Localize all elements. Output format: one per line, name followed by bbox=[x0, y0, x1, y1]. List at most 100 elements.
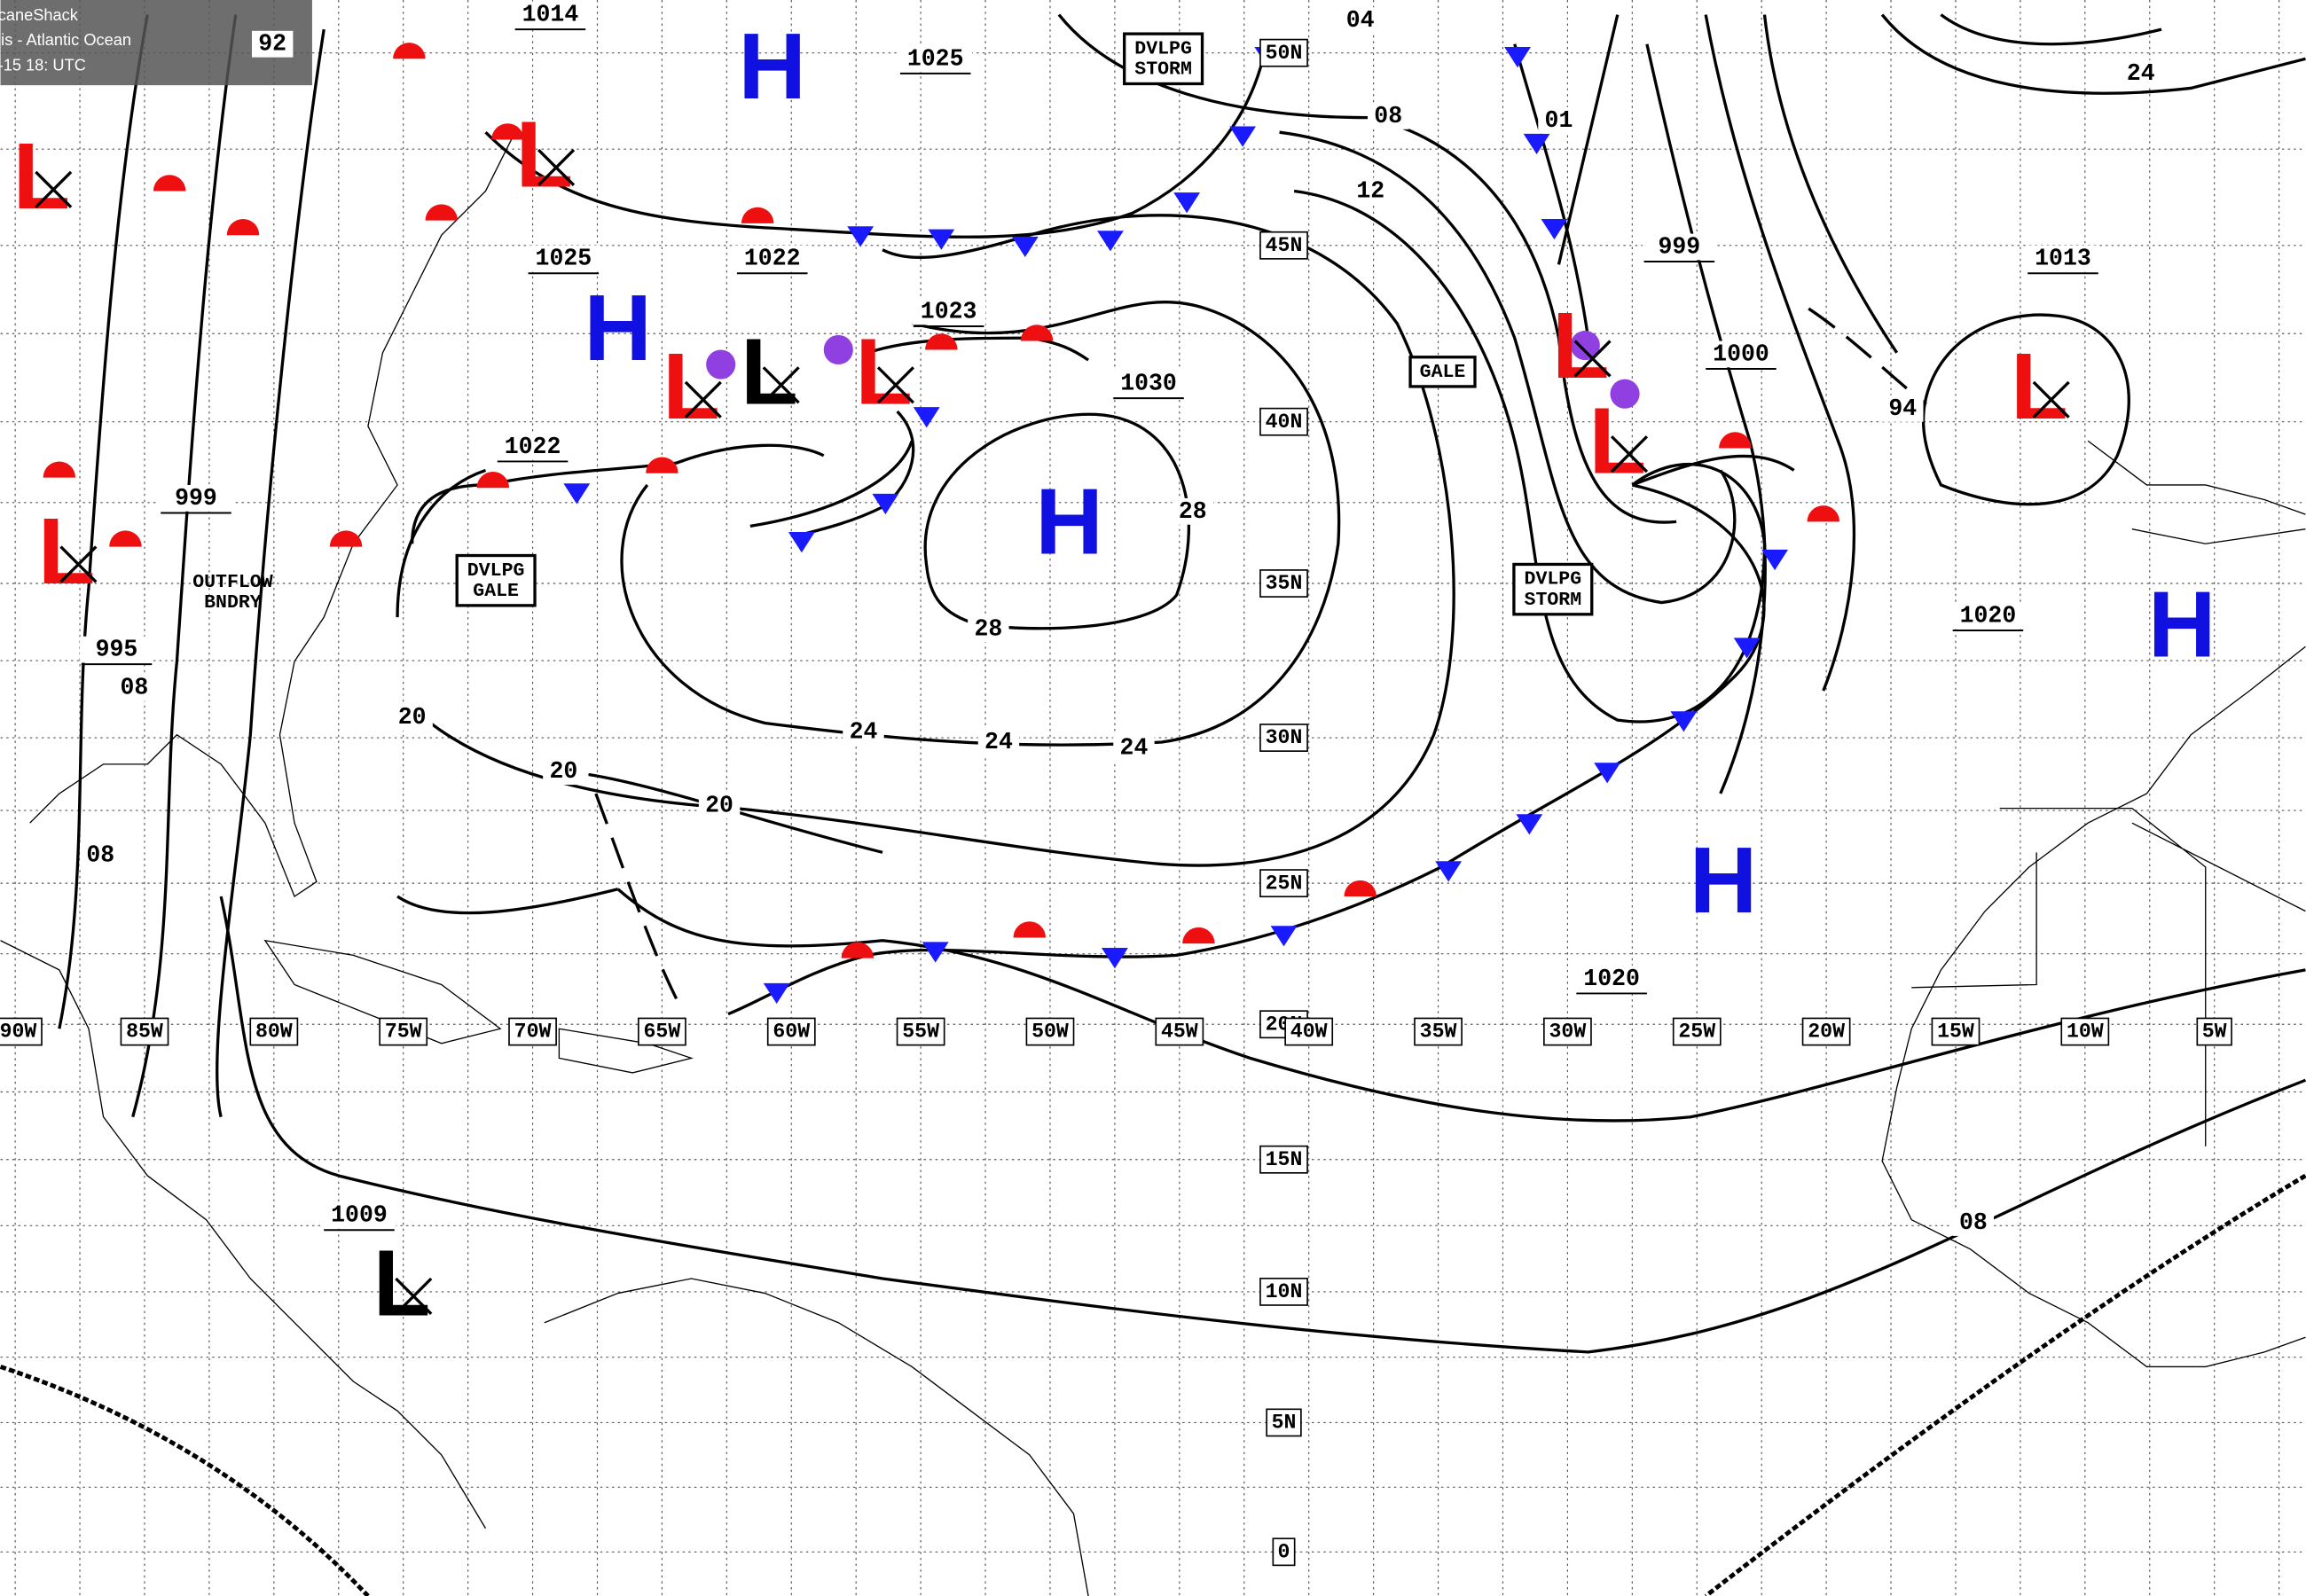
longitude-label: 15W bbox=[1937, 1021, 1974, 1044]
longitude-label: 25W bbox=[1678, 1021, 1715, 1044]
central-pressure: 1023 bbox=[921, 298, 977, 325]
central-pressure: 1000 bbox=[1713, 340, 1769, 367]
isobar-label: 28 bbox=[1179, 498, 1207, 525]
label-halo bbox=[1538, 106, 1580, 134]
cold-front-triangle bbox=[1435, 861, 1463, 882]
isobar bbox=[616, 888, 2306, 1123]
center-marker bbox=[1573, 340, 1612, 378]
label-halo bbox=[1111, 370, 1186, 397]
longitude-label: 45W bbox=[1161, 1021, 1198, 1044]
warm-front-semicircle bbox=[43, 461, 76, 478]
boxed-label-frame bbox=[455, 553, 537, 607]
occlusion-symbol bbox=[1570, 330, 1600, 361]
annotation: OUTFLOW bbox=[192, 572, 273, 593]
latitude-label: 15N bbox=[1266, 1148, 1303, 1171]
isobar-label: 20 bbox=[398, 704, 427, 731]
isobar-label: 24 bbox=[984, 729, 1013, 755]
cold-front-triangle bbox=[928, 229, 955, 250]
latitude-label: 30N bbox=[1266, 726, 1303, 749]
longitude-label-box bbox=[1284, 1017, 1334, 1046]
boxed-label: GALE bbox=[473, 581, 519, 602]
isobar-label: 20 bbox=[549, 758, 577, 785]
isobar-label: 24 bbox=[1120, 735, 1149, 762]
warm-front-semicircle bbox=[491, 123, 524, 140]
longitude-label-box bbox=[1414, 1017, 1463, 1046]
warm-front bbox=[1631, 454, 1795, 487]
latitude-label: 40N bbox=[1266, 411, 1303, 434]
longitude-label-box bbox=[249, 1017, 299, 1046]
isobar-label: 08 bbox=[1374, 103, 1402, 129]
cold-front-triangle bbox=[872, 493, 899, 515]
central-pressure: 1014 bbox=[522, 2, 579, 28]
warm-front bbox=[410, 336, 1090, 544]
isobar bbox=[1880, 13, 2306, 95]
longitude-label: 40W bbox=[1290, 1021, 1328, 1044]
cold-front-triangle bbox=[913, 407, 940, 428]
isobar-label: 20 bbox=[705, 792, 733, 818]
center-marker bbox=[2032, 380, 2070, 419]
pressure-center: H bbox=[584, 276, 652, 380]
longitude-label-box bbox=[1801, 1017, 1851, 1046]
isobar bbox=[219, 896, 2306, 1354]
latitude-label-box bbox=[1259, 38, 1308, 67]
isobar bbox=[396, 888, 619, 915]
warm-front-semicircle bbox=[393, 43, 426, 59]
longitude-label-box bbox=[2060, 1017, 2110, 1046]
label-halo bbox=[1574, 965, 1649, 992]
longitude-label: 50W bbox=[1031, 1021, 1069, 1044]
pressure-center: H bbox=[738, 14, 806, 119]
label-halo bbox=[735, 245, 810, 272]
label-halo bbox=[1704, 340, 1778, 368]
cold-front bbox=[1513, 43, 1590, 339]
isobar-label: 08 bbox=[86, 842, 114, 869]
cold-front-triangle bbox=[1097, 231, 1124, 252]
central-pressure: 1030 bbox=[1120, 371, 1177, 397]
longitude-label-box bbox=[1155, 1017, 1204, 1046]
longitude-label-box bbox=[1931, 1017, 1980, 1046]
longitude-label-box bbox=[1672, 1017, 1722, 1046]
warm-front-semicircle bbox=[226, 218, 260, 236]
boxed-label: DVLPG bbox=[1134, 38, 1192, 59]
longitude-label-box bbox=[120, 1017, 169, 1046]
isobar bbox=[1808, 307, 1927, 406]
pressure-center: H bbox=[1690, 828, 1758, 933]
occlusion-symbol bbox=[1610, 379, 1640, 409]
warm-front-semicircle bbox=[476, 472, 510, 489]
warm-front-semicircle bbox=[646, 457, 678, 473]
isobar bbox=[1279, 130, 1737, 605]
boxed-label: DVLPG bbox=[467, 560, 525, 582]
label-halo bbox=[898, 45, 973, 73]
longitude-label: 90W bbox=[0, 1021, 36, 1044]
pressure-center: H bbox=[2148, 573, 2216, 677]
label-halo bbox=[251, 30, 294, 58]
latitude-label-box bbox=[1259, 569, 1308, 598]
boxed-label: STORM bbox=[1525, 590, 1582, 611]
center-marker bbox=[684, 380, 722, 419]
warm-front-semicircle bbox=[1344, 880, 1377, 897]
longitude-label: 5W bbox=[2202, 1021, 2227, 1044]
isobar-label: 94 bbox=[1888, 395, 1917, 422]
label-halo bbox=[698, 792, 741, 819]
label-halo bbox=[1882, 395, 1924, 422]
longitude-label-box bbox=[2196, 1017, 2232, 1046]
warm-front-semicircle bbox=[1807, 505, 1840, 522]
label-halo bbox=[2120, 59, 2162, 87]
label-halo bbox=[543, 758, 584, 786]
header-title: Surface Analysis - Atlantic Ocean bbox=[0, 30, 131, 49]
label-halo bbox=[1642, 233, 1716, 261]
occlusion-symbol bbox=[823, 334, 853, 365]
longitude-label: 35W bbox=[1420, 1021, 1457, 1044]
longitude-label-box bbox=[379, 1017, 428, 1046]
boxed-label-frame bbox=[1123, 32, 1204, 86]
isobars bbox=[58, 13, 2306, 1354]
latitude-label-box bbox=[1272, 1537, 1296, 1567]
fronts bbox=[43, 43, 1840, 1016]
label-halo bbox=[80, 841, 122, 869]
cold-front-triangle bbox=[1541, 218, 1568, 240]
latitude-label: 50N bbox=[1266, 42, 1303, 65]
label-halo bbox=[2026, 245, 2100, 272]
central-pressure: 1022 bbox=[505, 434, 561, 460]
longitude-label: 30W bbox=[1549, 1021, 1587, 1044]
isobar-label: 92 bbox=[258, 31, 286, 58]
